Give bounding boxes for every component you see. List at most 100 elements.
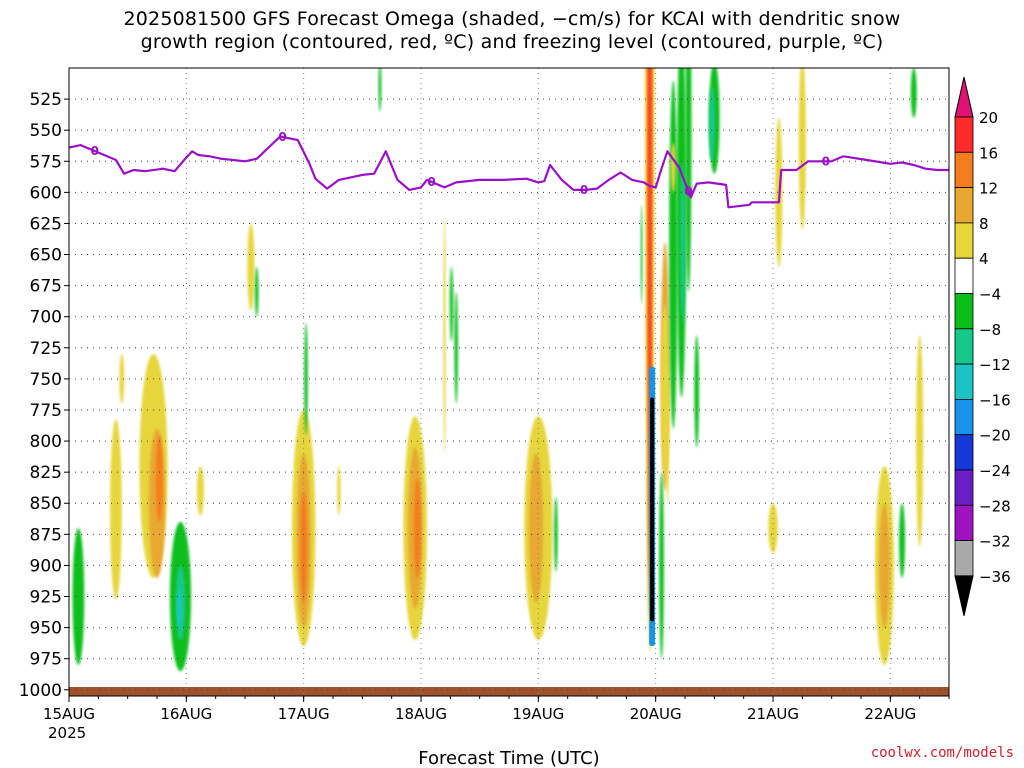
omega-shade-50: [694, 335, 700, 448]
omega-shade-30: [413, 478, 422, 578]
y-tick-label-7: 700: [30, 308, 62, 328]
colorbar-label-3: 8: [979, 215, 989, 233]
omega-shade-12: [155, 434, 163, 522]
omega-shade-62: [910, 68, 917, 118]
y-tick-label-12: 825: [30, 463, 62, 483]
colorbar-swatch-9: [954, 434, 974, 471]
omega-shade-34: [454, 291, 458, 404]
omega-shade-15: [176, 590, 182, 628]
omega-shade-25: [337, 465, 341, 516]
y-tick-label-15: 900: [30, 556, 62, 576]
colorbar-swatch-0: [954, 116, 974, 153]
colorbar-label-0: 20: [979, 109, 998, 127]
colorbar-label-8: −16: [979, 391, 1011, 409]
x-tick-label-0: 15AUG: [43, 705, 95, 723]
colorbar-label-10: −24: [979, 462, 1011, 480]
freezing-level-label-5: 0: [822, 154, 830, 168]
y-tick-label-9: 750: [30, 370, 62, 390]
omega-shade-45: [669, 80, 678, 429]
colorbar-swatch-5: [954, 293, 974, 330]
colorbar-label-6: −8: [979, 321, 1001, 339]
colorbar-top-arrow: [954, 76, 974, 118]
omega-shade-21: [300, 490, 308, 603]
colorbar-swatch-12: [954, 540, 974, 577]
colorbar-swatch-8: [954, 398, 974, 436]
omega-shade-black-core: [650, 397, 655, 622]
colorbar-swatch-4: [954, 257, 974, 294]
omega-shade-59: [879, 503, 890, 628]
omega-shade-18: [254, 266, 259, 317]
freezing-level-label-1: 0: [278, 130, 286, 144]
colorbar-swatch-7: [954, 363, 974, 400]
freezing-level-label-4: 0: [684, 184, 692, 198]
omega-shade-54: [640, 204, 643, 305]
y-tick-label-2: 575: [30, 152, 62, 172]
colorbar-label-7: −12: [979, 356, 1011, 374]
omega-shade-4: [72, 528, 85, 665]
y-tick-label-0: 525: [30, 90, 62, 110]
colorbar-label-11: −28: [979, 497, 1011, 515]
omega-shade-51: [665, 378, 669, 504]
y-tick-label-3: 600: [30, 183, 62, 203]
omega-shade-53: [709, 86, 715, 162]
omega-shade-49: [685, 68, 692, 292]
freezing-level-label-0: 0: [91, 144, 99, 158]
colorbar-swatch-10: [954, 469, 974, 506]
colorbar-swatch-1: [954, 151, 974, 189]
chart-title-line-2: growth region (contoured, red, ºC) and f…: [140, 31, 884, 53]
colorbar-label-12: −32: [979, 533, 1011, 551]
y-tick-label-11: 800: [30, 432, 62, 452]
y-tick-label-6: 675: [30, 277, 62, 297]
y-tick-label-13: 850: [30, 494, 62, 514]
x-tick-label-6: 21AUG: [747, 705, 799, 723]
colorbar-bottom-arrow: [954, 575, 974, 617]
omega-shade-17: [247, 223, 255, 311]
omega-shade-16: [196, 465, 204, 516]
omega-shade-46: [670, 142, 676, 193]
colorbar-swatch-11: [954, 504, 974, 541]
omega-shade-22: [304, 322, 308, 435]
x-tick-label-1: 16AUG: [160, 705, 212, 723]
chart-title-line-1: 2025081500 GFS Forecast Omega (shaded, −…: [123, 8, 901, 30]
colorbar-swatch-6: [954, 328, 974, 365]
omega-shade-26: [387, 0, 396, 31]
x-tick-label-5: 20AUG: [630, 705, 682, 723]
x-axis-year-label: 2025: [48, 724, 86, 742]
y-tick-label-17: 950: [30, 619, 62, 639]
colorbar-label-2: 12: [979, 180, 998, 198]
y-tick-label-14: 875: [30, 525, 62, 545]
colorbar-label-13: −36: [979, 568, 1011, 586]
omega-shade-60: [899, 503, 905, 578]
colorbar-swatch-2: [954, 187, 974, 224]
y-tick-label-16: 925: [30, 588, 62, 608]
x-tick-label-4: 19AUG: [512, 705, 564, 723]
omega-shade-37: [528, 453, 544, 603]
colorbar-label-9: −20: [979, 427, 1011, 445]
credit-text: coolwx.com/models: [870, 745, 1014, 761]
colorbar-swatch-3: [954, 222, 974, 259]
omega-shade-9: [186, 0, 198, 37]
colorbar-label-4: 4: [979, 250, 989, 268]
omega-shade-6: [110, 419, 122, 600]
colorbar-label-1: 16: [979, 144, 998, 162]
omega-shade-27: [378, 68, 382, 112]
y-tick-label-1: 550: [30, 121, 62, 141]
x-tick-label-2: 17AUG: [278, 705, 330, 723]
y-tick-label-8: 725: [30, 339, 62, 359]
ground-band: [69, 687, 949, 696]
x-tick-label-3: 18AUG: [395, 705, 447, 723]
omega-shade-61: [916, 335, 924, 547]
y-tick-label-18: 975: [30, 650, 62, 670]
y-tick-label-5: 650: [30, 246, 62, 266]
omega-shade-5: [119, 354, 125, 404]
colorbar-label-5: −4: [979, 286, 1001, 304]
omega-shade-32: [449, 266, 454, 342]
y-tick-label-19: 1000: [19, 681, 62, 701]
x-tick-label-7: 22AUG: [864, 705, 916, 723]
x-axis-label: Forecast Time (UTC): [418, 748, 599, 768]
omega-shade-31: [443, 217, 446, 454]
y-tick-label-4: 625: [30, 214, 62, 234]
omega-shade-48: [680, 161, 685, 323]
y-tick-label-10: 775: [30, 401, 62, 421]
